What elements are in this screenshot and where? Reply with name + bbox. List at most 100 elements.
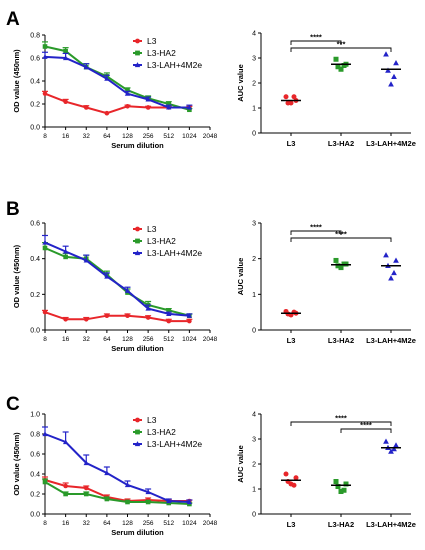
panel-c-line-x-tick-label: 1024 xyxy=(182,520,197,527)
panel-c-auc-y-tick-label: 3 xyxy=(252,437,256,444)
panel-b-auc-point xyxy=(388,275,394,281)
panel-b-series-l3-lah-4m2e-point xyxy=(62,248,69,254)
panel-c-auc-significance-label: **** xyxy=(335,414,347,423)
panel-a-auc-point xyxy=(385,67,391,73)
panel-b-series-l3-lah-4m2e-point xyxy=(42,239,48,245)
panel-b-auc-x-tick-label: L3-HA2 xyxy=(328,336,354,345)
panel-b-letter: B xyxy=(6,199,20,220)
panel-c-auc-y-label: AUC value xyxy=(236,445,245,483)
panel-a-line-x-tick-label: 512 xyxy=(163,133,174,140)
panel-b-series-l3-line xyxy=(44,311,190,323)
panel-b-line-x-label: Serum dilution xyxy=(111,344,164,353)
panel-b-legend-swatch-marker xyxy=(135,238,140,244)
panel-c-series-l3-ha2-point xyxy=(83,491,89,497)
panel-c-series-l3-lah-4m2e-point xyxy=(145,489,151,495)
panel-a-legend-swatch-marker xyxy=(135,38,140,44)
panel-c-auc-point xyxy=(343,481,349,487)
panel-a-auc-y-tick-label: 2 xyxy=(252,81,256,88)
panel-c-auc-x-tick-label: L3-HA2 xyxy=(328,520,354,529)
panel-b-series-l3-point xyxy=(145,315,151,320)
panel-a-auc-x-tick-label: L3 xyxy=(287,139,296,148)
panel-a-auc-point xyxy=(283,94,289,100)
panel-a-series-l3-ha2-point xyxy=(166,101,172,107)
panel-b-legend-swatch-marker xyxy=(134,250,141,256)
panel-a-auc-y-tick-label: 1 xyxy=(252,106,256,113)
panel-b-series-l3-lah-4m2e-point xyxy=(83,257,89,263)
panel-a-series-l3-lah-4m2e-line xyxy=(44,55,190,109)
panel-a-line-y-tick-label: 0.0 xyxy=(30,125,40,132)
panel-c-series-l3-lah-4m2e-point xyxy=(166,498,172,504)
panel-a-auc-point xyxy=(338,66,344,72)
panel-a-auc-significance-bracket xyxy=(290,47,392,52)
panel-b-auc-y-tick-label: 1 xyxy=(252,292,256,299)
panel-a-auc-point xyxy=(288,100,294,106)
panel-c-auc-point xyxy=(391,446,397,452)
panel-a-legend-swatch-marker xyxy=(135,50,140,56)
panel-a-line-x-tick-label: 128 xyxy=(122,133,133,140)
panel-a-series-l3-ha2-point xyxy=(187,107,192,113)
panel-a-auc-point xyxy=(393,60,399,66)
panel-a-line-x-tick-label: 2048 xyxy=(203,133,218,140)
panel-a-series-l3-ha2-point xyxy=(42,44,48,49)
panel-a-series-l3-lah-4m2e-point xyxy=(62,55,69,61)
panel-b-line-x-tick-label: 16 xyxy=(62,336,70,343)
panel-b-auc-significance-label: **** xyxy=(335,230,347,239)
panel-a-line-x-tick-label: 16 xyxy=(62,133,70,140)
panel-a-auc-x-tick-label: L3-HA2 xyxy=(328,139,354,148)
panel-b-auc-y-tick-label: 3 xyxy=(252,221,256,228)
panel-b-auc-point xyxy=(335,263,341,269)
panel-a-auc-x-tick-label: L3-LAH+4M2e xyxy=(366,139,416,148)
panel-c-auc-y-tick-label: 1 xyxy=(252,487,256,494)
panel-a-series-l3-lah-4m2e-point xyxy=(166,104,172,110)
panel-c-series-l3-lah-4m2e-point xyxy=(104,470,110,476)
panel-c-series-l3-point xyxy=(63,483,68,489)
panel-b-series-l3-lah-4m2e-point xyxy=(166,311,172,317)
panel-b-series-l3-point xyxy=(83,317,89,322)
panel-b-series-l3-lah-4m2e-point xyxy=(145,305,151,311)
panel-a-auc-significance-bracket xyxy=(290,40,342,45)
panel-c-line-y-label: OD value (450nm) xyxy=(12,432,21,496)
panel-b-auc-x-tick-label: L3 xyxy=(287,336,296,345)
panel-b-auc-point xyxy=(393,257,399,263)
panel-b-auc-x-tick-label: L3-LAH+4M2e xyxy=(366,336,416,345)
panel-a-series-l3-point xyxy=(83,105,89,110)
panel-c-line-x-tick-label: 8 xyxy=(43,520,47,527)
panel-c-auc-significance-label: **** xyxy=(360,421,372,430)
panel-a-line-x-tick-label: 8 xyxy=(43,133,47,140)
panel-c-auc-point xyxy=(288,481,294,487)
panel-c-auc-point xyxy=(393,442,399,448)
panel-a-auc-point xyxy=(391,73,397,79)
panel-c-series-l3-lah-4m2e-point xyxy=(62,439,69,445)
panel-b-auc-y-tick-label: 2 xyxy=(252,256,256,263)
panel-b-series-l3-point xyxy=(166,318,172,324)
panel-c-legend-label: L3-HA2 xyxy=(147,427,176,437)
panel-b-auc-y-label: AUC value xyxy=(236,258,245,296)
panel-c-auc-significance-bracket xyxy=(290,421,392,426)
panel-a-auc-point xyxy=(333,56,339,62)
panel-b-series-l3-point xyxy=(104,313,110,319)
panel-c-series-l3-line xyxy=(44,479,190,503)
panel-c-line-x-tick-label: 256 xyxy=(143,520,154,527)
panel-b-line-x-tick-label: 8 xyxy=(43,336,47,343)
panel-a-legend-label: L3 xyxy=(147,36,157,46)
panel-b-legend-label: L3 xyxy=(147,224,157,234)
panel-b-line-x-tick-label: 1024 xyxy=(182,336,197,343)
panel-a-line-y-tick-label: 0.6 xyxy=(30,56,40,63)
panel-b-auc-significance-bracket xyxy=(290,237,392,242)
panel-c-line-y-tick-label: 0.8 xyxy=(30,432,40,439)
panel-c-line-x-tick-label: 2048 xyxy=(203,520,218,527)
panel-b-series-l3-ha2-point xyxy=(63,254,68,260)
panel-b-line-y-tick-label: 0.4 xyxy=(30,256,40,263)
panel-b-auc-point xyxy=(391,269,397,276)
panel-a-line-y-label: OD value (450nm) xyxy=(12,49,21,113)
panel-b-series-l3-lah-4m2e-point xyxy=(124,288,131,293)
panel-a-line-x-tick-label: 1024 xyxy=(182,133,197,140)
panel-c-auc-point xyxy=(383,438,389,444)
panel-b-auc-point xyxy=(338,265,344,271)
panel-a-series-l3-point xyxy=(63,99,68,104)
panel-a-series-l3-point xyxy=(145,105,151,110)
panel-a-auc-point xyxy=(341,63,347,68)
panel-b-line-y-tick-label: 0.6 xyxy=(30,221,40,228)
panel-c-series-l3-lah-4m2e-point xyxy=(42,431,48,437)
